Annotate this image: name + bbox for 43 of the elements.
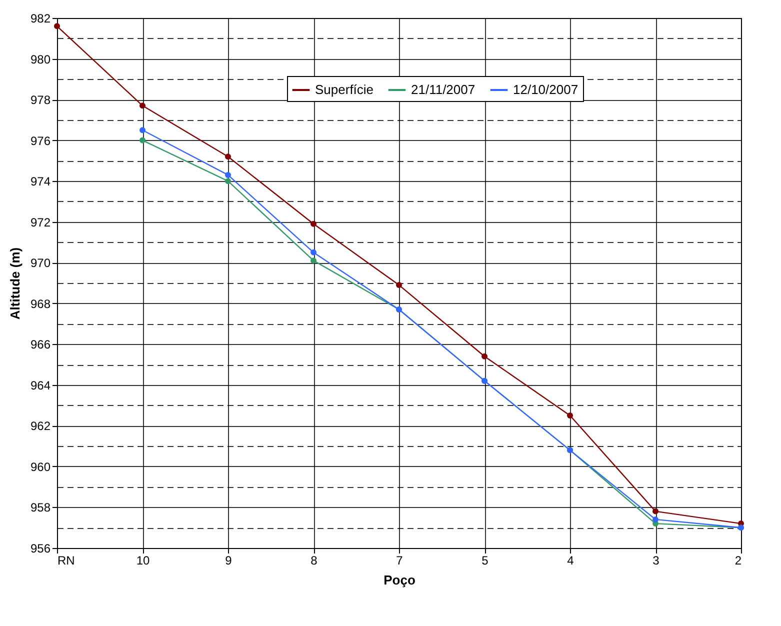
point (225, 172, 231, 178)
point (567, 412, 573, 418)
point (310, 258, 316, 264)
legend-label: Superfície (315, 82, 374, 97)
x-tick-label: 5 (482, 554, 489, 568)
y-tick-label: 968 (30, 296, 51, 311)
y-tick-label: 956 (30, 542, 51, 556)
y-tick-label: 964 (30, 378, 51, 392)
x-tick-label: 4 (567, 554, 574, 568)
x-tick-label: 3 (652, 554, 660, 568)
point (140, 102, 146, 109)
legend-label: 12/10/2007 (513, 82, 578, 97)
y-tick-label: 974 (30, 174, 51, 189)
y-tick-label: 972 (30, 215, 51, 230)
x-tick-label: 10 (136, 554, 150, 568)
y-tick-label: 958 (30, 500, 51, 515)
y-axis-title: Altitude (m) (7, 247, 22, 320)
point (225, 178, 231, 184)
y-tick-label: 962 (30, 419, 51, 434)
y-tick-label: 980 (30, 52, 51, 66)
point (54, 23, 60, 30)
point (652, 508, 658, 514)
y-tick-label: 960 (30, 460, 51, 474)
y-tick-label: 976 (30, 134, 51, 148)
x-tick-label: 8 (310, 554, 318, 568)
point (652, 516, 658, 522)
point (225, 154, 231, 160)
point (140, 137, 146, 144)
x-axis-title: Poço (384, 572, 416, 588)
y-tick-label: 982 (30, 12, 51, 26)
x-tick-label: 2 (734, 554, 742, 568)
y-tick-label: 978 (30, 93, 51, 108)
y-tick-label: 970 (30, 256, 51, 270)
x-tick-label: 7 (396, 554, 404, 568)
point (310, 249, 316, 256)
point (482, 353, 488, 360)
point (396, 282, 402, 288)
legend-label: 21/11/2007 (411, 82, 476, 97)
point (310, 220, 316, 227)
x-tick-label: RN (58, 554, 75, 568)
y-tick-label: 966 (30, 338, 51, 352)
point (140, 127, 146, 134)
x-tick-label: 9 (225, 554, 232, 568)
